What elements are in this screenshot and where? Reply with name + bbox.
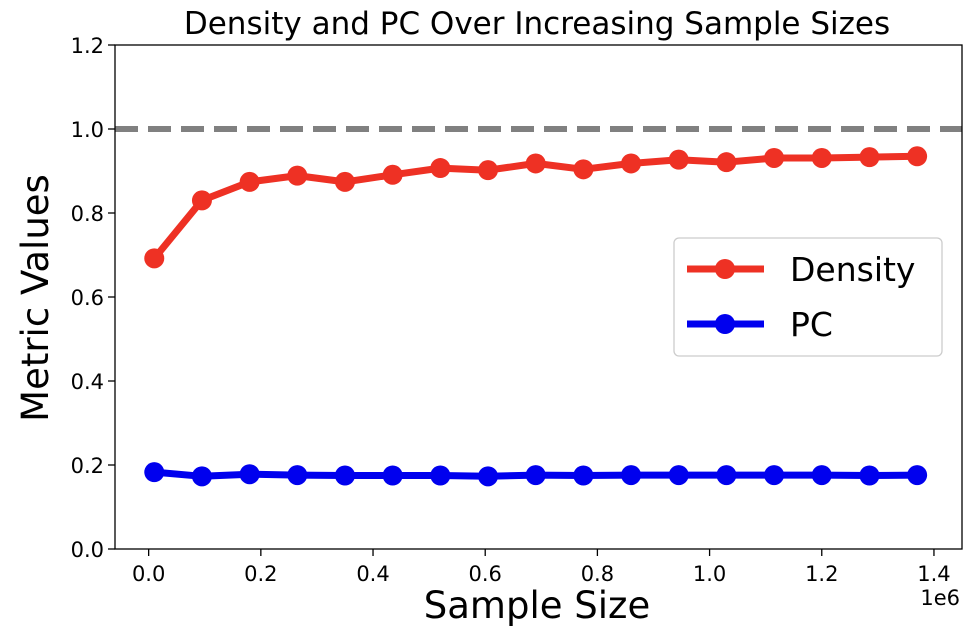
- y-tick-label: 0.2: [71, 454, 104, 478]
- x-tick-label: 0.8: [581, 562, 614, 586]
- data-point-pc: [144, 462, 165, 483]
- data-point-pc: [716, 465, 737, 486]
- x-tick-label: 1.4: [917, 562, 950, 586]
- data-point-density: [478, 160, 499, 181]
- data-point-pc: [811, 465, 832, 486]
- y-tick-label: 0.4: [71, 370, 104, 394]
- data-point-density: [334, 171, 355, 192]
- data-point-pc: [859, 465, 880, 486]
- data-point-pc: [430, 465, 451, 486]
- data-point-pc: [478, 466, 499, 487]
- x-axis-label: Sample Size: [424, 584, 650, 627]
- data-point-density: [191, 190, 212, 211]
- data-point-density: [382, 164, 403, 185]
- data-point-density: [668, 149, 689, 170]
- data-point-pc: [573, 465, 594, 486]
- legend-label-pc: PC: [790, 305, 833, 344]
- data-point-pc: [239, 464, 260, 485]
- data-point-pc: [668, 465, 689, 486]
- data-point-density: [144, 248, 165, 269]
- data-point-pc: [287, 465, 308, 486]
- data-point-density: [859, 147, 880, 168]
- legend-label-density: Density: [790, 250, 915, 289]
- data-point-pc: [907, 465, 928, 486]
- y-tick-label: 0.0: [71, 538, 104, 562]
- x-axis-offset-label: 1e6: [920, 586, 960, 610]
- data-point-density: [621, 153, 642, 174]
- y-tick-label: 0.8: [71, 202, 104, 226]
- data-point-density: [287, 165, 308, 186]
- data-point-density: [811, 147, 832, 168]
- legend-marker-density: [715, 259, 735, 279]
- data-point-density: [573, 159, 594, 180]
- data-point-density: [764, 147, 785, 168]
- data-point-pc: [621, 465, 642, 486]
- data-point-density: [430, 158, 451, 179]
- legend-marker-pc: [715, 314, 735, 334]
- data-point-density: [907, 146, 928, 167]
- data-point-density: [716, 152, 737, 173]
- data-point-pc: [382, 465, 403, 486]
- x-tick-label: 0.4: [356, 562, 389, 586]
- y-axis-label: Metric Values: [14, 174, 57, 422]
- x-tick-label: 0.6: [469, 562, 502, 586]
- x-tick-label: 1.0: [693, 562, 726, 586]
- plot-area: 0.0 0.2 0.4 0.6 0.8 1.0 1.2 1.4 0.0 0.2 0.4 0.6 0.8 1…: [71, 34, 963, 586]
- y-tick-label: 1.2: [71, 34, 104, 58]
- x-tick-label: 0.2: [244, 562, 277, 586]
- y-tick-label: 0.6: [71, 286, 104, 310]
- data-point-pc: [334, 465, 355, 486]
- x-tick-label: 0.0: [132, 562, 165, 586]
- data-point-pc: [764, 465, 785, 486]
- data-point-pc: [525, 465, 546, 486]
- x-tick-label: 1.2: [805, 562, 838, 586]
- data-point-density: [525, 153, 546, 174]
- data-point-pc: [191, 466, 212, 487]
- data-point-density: [239, 171, 260, 192]
- y-tick-label: 1.0: [71, 118, 104, 142]
- chart-title: Density and PC Over Increasing Sample Si…: [184, 6, 890, 42]
